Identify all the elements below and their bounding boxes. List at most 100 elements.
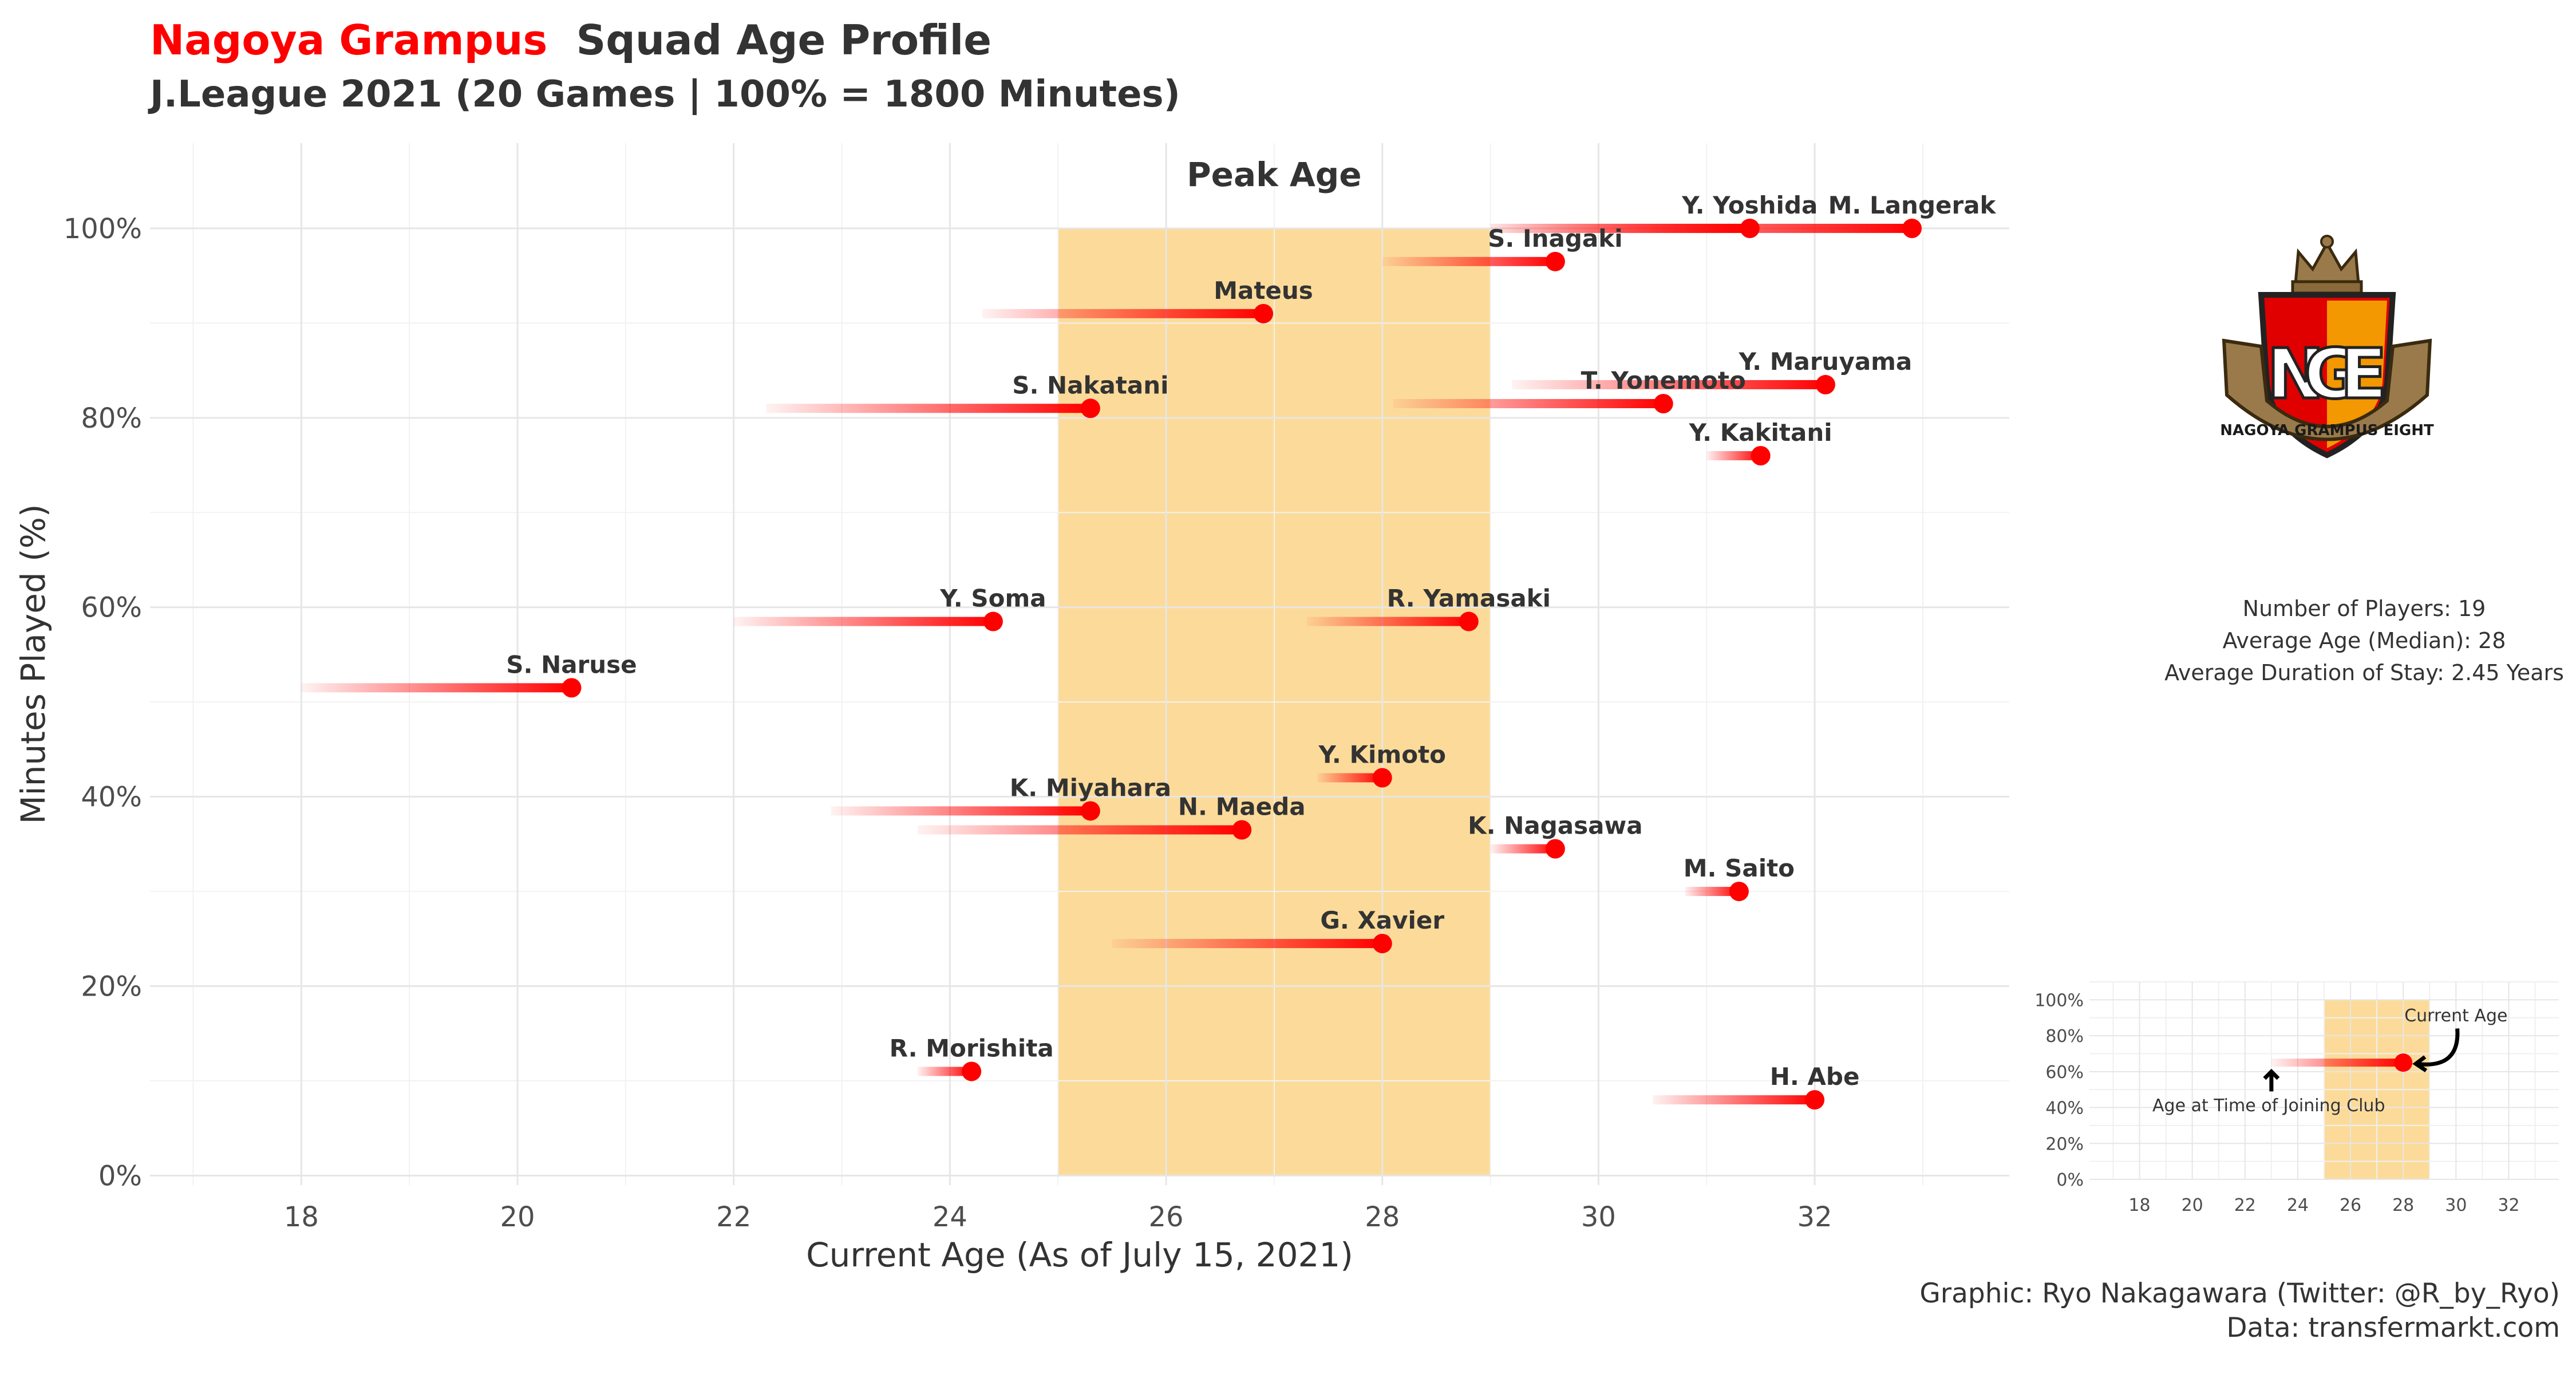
inset-x-tick-label: 32 [2498,1195,2519,1215]
crest-ribbon-text: NAGOYA GRAMPUS EIGHT [2220,422,2434,439]
player-point [1805,1090,1825,1110]
tenure-line [917,825,1242,835]
player-point [562,678,582,698]
y-tick-label: 60% [81,592,142,624]
y-tick-label: 40% [81,781,142,814]
inset-x-tick-label: 30 [2445,1195,2467,1215]
player-label: M. Langerak [1828,191,1997,219]
player-label: G. Xavier [1320,906,1444,934]
player-label: Mateus [1214,277,1313,305]
player-label: K. Miyahara [1010,773,1171,802]
inset-example-point [2394,1053,2413,1072]
player-point [1545,251,1565,271]
y-tick-label: 100% [64,213,142,245]
player-label: K. Nagasawa [1468,812,1643,840]
player-point [1254,303,1274,323]
main-tenure-lines [301,223,1913,1105]
tenure-line [982,309,1264,318]
y-tick-label: 20% [81,971,142,1003]
y-tick-label: 0% [98,1160,142,1192]
inset-x-tick-label: 22 [2234,1195,2256,1215]
player-point [1080,398,1100,418]
tenure-line [1306,617,1469,626]
tenure-line [1512,380,1826,389]
crest-letters: NGE [2267,335,2387,414]
player-point [1902,218,1922,238]
y-tick-label: 80% [81,402,142,435]
inset-y-tick-label: 100% [2034,990,2084,1010]
player-point [1372,768,1392,788]
player-label: Y. Kakitani [1689,418,1832,447]
crest-ribbon [2222,338,2432,441]
player-point [1740,218,1760,238]
inset-x-tick-label: 24 [2287,1195,2309,1215]
x-tick-label: 26 [1149,1201,1184,1233]
annotation-current-age: Current Age [2404,1006,2507,1026]
x-tick-label: 18 [284,1201,319,1233]
inset-x-tick-labels: 18 20 22 24 26 28 30 32 [2128,1195,2519,1215]
inset-x-tick-label: 20 [2182,1195,2203,1215]
title-rest: Squad Age Profile [576,16,992,64]
tenure-line [1490,223,1750,233]
tenure-line [1490,844,1555,854]
inset-example-marks [2271,1053,2413,1072]
player-point [1751,446,1771,465]
team-name: Nagoya Grampus [150,16,548,64]
x-tick-label: 24 [933,1201,967,1233]
tenure-line [766,404,1091,413]
x-tick-label: 32 [1797,1201,1832,1233]
stat-stay: Average Duration of Stay: 2.45 Years [2164,660,2564,685]
x-tick-label: 28 [1365,1201,1400,1233]
inset-y-tick-label: 0% [2056,1170,2084,1190]
tenure-line [831,806,1091,816]
x-tick-label: 22 [716,1201,751,1233]
player-point [1372,934,1392,954]
player-point [1232,820,1252,840]
player-point [1729,882,1749,902]
caption-source: Data: transfermarkt.com [2226,1312,2560,1344]
tenure-line [1382,256,1555,266]
club-crest: NGE NAGOYA GRAMPUS EIGHT [2220,235,2434,459]
inset-y-tick-label: 40% [2045,1099,2084,1119]
tenure-line [1706,451,1761,460]
player-label: M. Saito [1684,854,1795,882]
crest-crown [2291,235,2363,295]
player-label: T. Yonemoto [1581,366,1746,394]
arrowhead-current-age [2412,1055,2428,1073]
player-point [983,611,1003,631]
tenure-line [1112,939,1382,949]
inset-gridlines [2089,981,2559,1180]
chart-subtitle: J.League 2021 (20 Games | 100% = 1800 Mi… [150,73,1180,116]
player-label: Y. Maruyama [1739,348,1913,376]
x-tick-label: 20 [500,1201,535,1233]
inset-example-line [2271,1059,2404,1067]
squad-stats: Number of Players: 19 Average Age (Media… [2021,593,2576,689]
x-tick-label: 30 [1581,1201,1616,1233]
player-label: R. Morishita [890,1034,1054,1062]
player-label: Y. Yoshida [1681,191,1818,219]
peak-age-label: Peak Age [1187,155,1362,194]
stat-players: Number of Players: 19 [2242,596,2486,621]
player-label: H. Abe [1770,1063,1860,1091]
tenure-line [1317,773,1382,783]
player-point [1815,374,1835,394]
inset-y-tick-label: 20% [2045,1134,2084,1154]
player-point [1545,839,1565,859]
player-label: N. Maeda [1178,793,1306,821]
stat-median-age: Average Age (Median): 28 [2222,628,2506,653]
y-axis-label: Minutes Played (%) [14,504,53,824]
chart-title: Nagoya Grampus Squad Age Profile [150,16,991,64]
inset-y-tick-label: 80% [2045,1026,2084,1047]
tenure-line [1652,1095,1815,1105]
player-label: S. Nakatani [1012,371,1168,399]
tenure-line [1685,887,1739,897]
inset-y-tick-label: 60% [2045,1063,2084,1083]
tenure-line [301,683,572,693]
caption-credit: Graphic: Ryo Nakagawara (Twitter: @R_by_… [1919,1278,2560,1309]
x-axis-label: Current Age (As of July 15, 2021) [806,1235,1353,1274]
player-label: R. Yamasaki [1387,585,1551,613]
annotation-joining-age: Age at Time of Joining Club [2152,1096,2385,1116]
inset-x-tick-label: 18 [2128,1195,2150,1215]
